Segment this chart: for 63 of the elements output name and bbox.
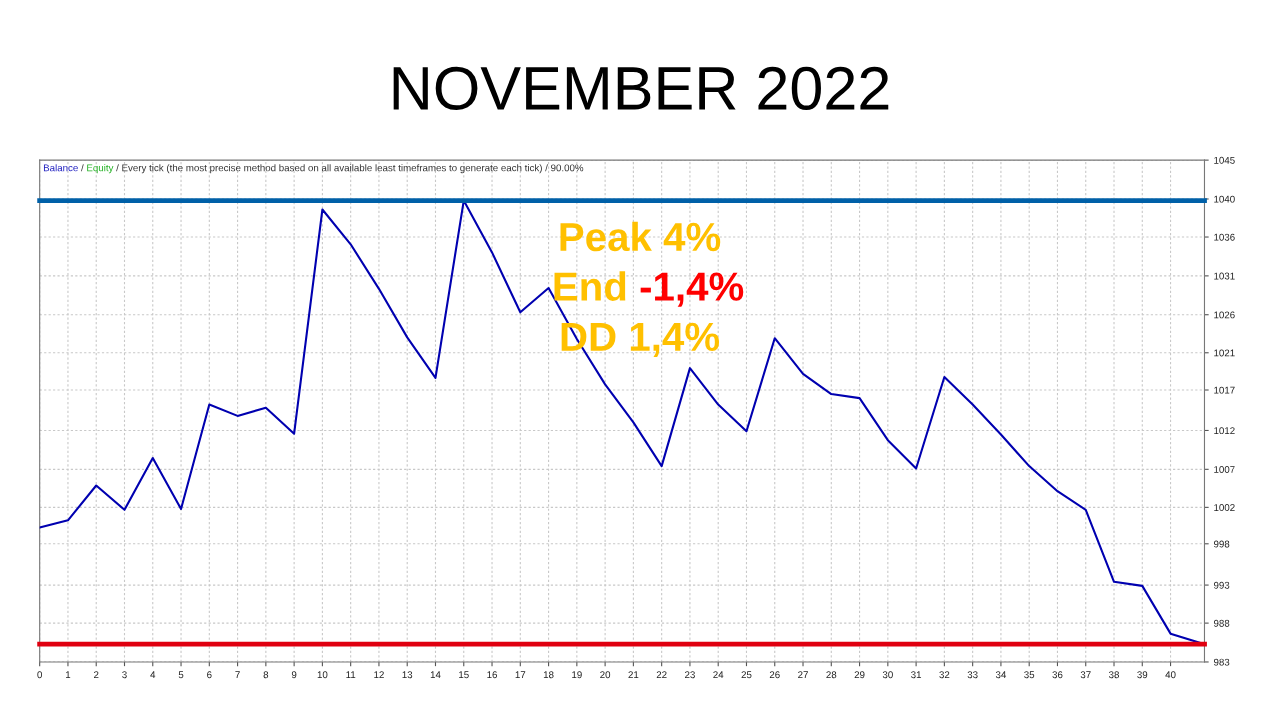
annotation: Equity [87, 164, 114, 174]
x-tick-label: 15 [459, 671, 469, 679]
x-tick-label: 18 [543, 671, 554, 679]
x-tick-label: 2 [94, 671, 99, 679]
x-tick-label: 37 [1080, 671, 1091, 679]
x-tick-label: 17 [515, 671, 526, 679]
annotation: Balance [43, 164, 78, 172]
annotation: / Every tick (the most precise method based on all available least timeframes to generate each tick) / 90.00% [116, 164, 584, 174]
x-tick-label: 36 [1052, 671, 1063, 679]
x-tick-label: 21 [628, 671, 639, 679]
y-tick-label: 1036 [1214, 233, 1235, 241]
x-tick-label: 34 [995, 671, 1007, 679]
annotation: End [554, 271, 626, 301]
y-tick-label: 1002 [1214, 504, 1235, 511]
y-tick-label: 1007 [1214, 466, 1235, 473]
x-tick-label: 14 [430, 671, 441, 679]
x-tick-label: 23 [685, 671, 695, 679]
x-tick-label: 22 [656, 671, 667, 679]
y-tick-label: 1012 [1214, 427, 1235, 435]
y-tick-label: 993 [1213, 581, 1230, 589]
y-tick-label: 983 [1213, 658, 1230, 666]
chart-title: NOVEMBER 2022 [393, 66, 889, 110]
x-tick-label: 27 [798, 671, 808, 679]
x-tick-label: 0 [37, 671, 42, 679]
y-tick-label: 1045 [1214, 156, 1235, 164]
y-tick-label: 1017 [1214, 386, 1235, 394]
x-tick-label: 10 [317, 671, 328, 679]
x-tick-label: 4 [150, 671, 156, 679]
x-tick-label: 32 [939, 671, 950, 679]
x-tick-label: 40 [1165, 671, 1176, 679]
x-tick-label: 6 [207, 671, 212, 679]
x-tick-label: 39 [1137, 671, 1148, 679]
y-tick-label: 1031 [1214, 272, 1235, 280]
annotation: / [81, 164, 84, 172]
y-tick-label: 1021 [1214, 349, 1235, 357]
x-tick-label: 5 [178, 671, 184, 679]
x-tick-label: 8 [263, 671, 269, 679]
x-tick-label: 16 [487, 671, 498, 679]
y-tick-label: 1026 [1214, 311, 1235, 319]
x-tick-label: 11 [346, 671, 356, 679]
x-tick-label: 29 [854, 671, 865, 679]
annotation: -1,4% [640, 272, 744, 307]
x-tick-label: 3 [122, 671, 127, 679]
x-tick-label: 25 [741, 671, 752, 679]
x-tick-label: 20 [600, 671, 611, 679]
annotation: Peak 4% [560, 221, 721, 252]
x-tick-label: 35 [1024, 671, 1035, 679]
x-tick-label: 19 [572, 671, 582, 679]
x-tick-label: 33 [967, 671, 978, 679]
y-tick-label: 998 [1213, 540, 1230, 548]
x-tick-label: 12 [374, 671, 384, 679]
x-tick-label: 38 [1108, 671, 1119, 679]
x-tick-label: 13 [402, 671, 413, 679]
x-tick-label: 30 [882, 671, 893, 679]
y-tick-label: 988 [1213, 619, 1230, 627]
x-tick-label: 28 [826, 671, 837, 679]
x-tick-label: 1 [65, 671, 71, 679]
x-tick-label: 24 [713, 671, 724, 679]
x-tick-label: 31 [911, 671, 922, 679]
x-tick-label: 7 [235, 671, 240, 679]
y-tick-label: 1040 [1214, 195, 1235, 203]
x-tick-label: 26 [769, 671, 780, 679]
x-tick-label: 9 [291, 671, 297, 679]
